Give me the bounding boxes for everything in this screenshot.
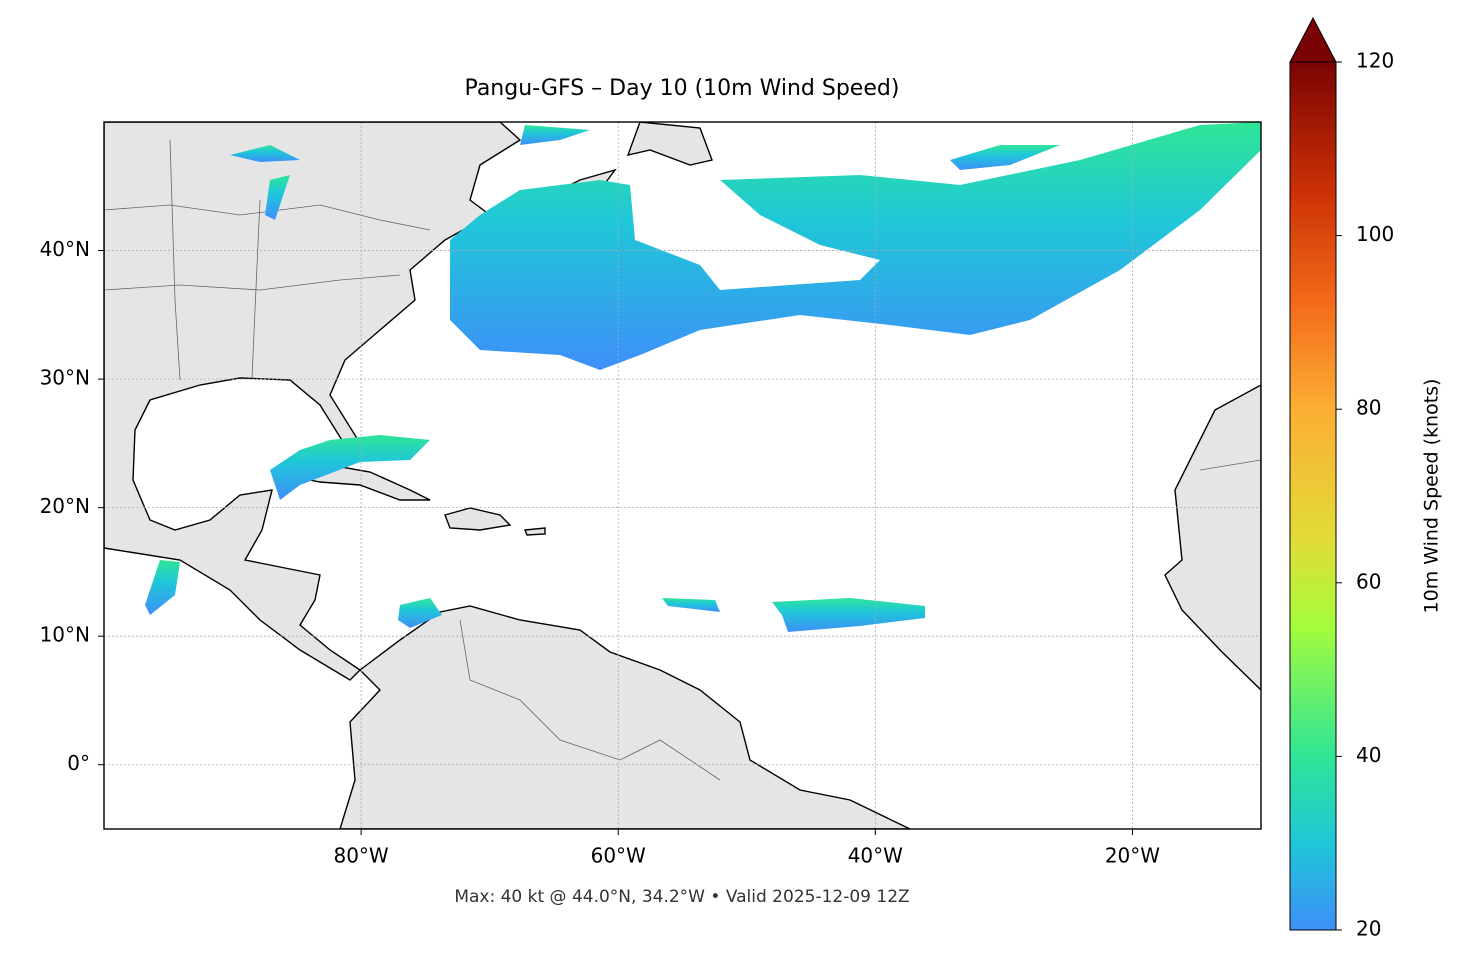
- wind-region: [270, 435, 430, 500]
- wind-region: [662, 598, 720, 612]
- south-america: [339, 605, 911, 829]
- wind-region: [398, 598, 442, 628]
- x-tick-label: 40°W: [848, 844, 903, 868]
- wind-region: [450, 122, 1261, 370]
- africa: [1164, 384, 1261, 691]
- x-tick-label: 80°W: [333, 844, 388, 868]
- wind-region: [230, 145, 300, 162]
- y-tick-label: 40°N: [40, 237, 90, 261]
- country-borders: [459, 619, 721, 781]
- colorbar-extend: [1289, 16, 1337, 63]
- puerto-rico: [524, 527, 546, 536]
- colorbar-tick-label: 100: [1356, 222, 1394, 246]
- hispaniola: [444, 507, 512, 531]
- wind-region: [520, 125, 590, 145]
- colorbar-tick-label: 60: [1356, 569, 1381, 593]
- x-tick-label: 20°W: [1105, 844, 1160, 868]
- country-borders: [1199, 459, 1261, 471]
- state-borders: [169, 139, 181, 381]
- colorbar-tick-label: 120: [1356, 49, 1394, 73]
- colorbar-tick-label: 20: [1356, 917, 1381, 941]
- state-borders: [104, 274, 401, 291]
- wind-region: [950, 145, 1060, 170]
- x-tick-label: 60°W: [591, 844, 646, 868]
- wind-region: [265, 175, 290, 220]
- wind-region: [145, 560, 180, 615]
- map-title: Pangu-GFS – Day 10 (10m Wind Speed): [465, 76, 900, 101]
- state-borders: [104, 204, 431, 231]
- map-frame: [103, 121, 1262, 830]
- y-tick-label: 0°: [67, 751, 90, 775]
- colorbar: [1289, 61, 1337, 931]
- y-tick-label: 30°N: [40, 366, 90, 390]
- state-borders: [251, 199, 261, 379]
- map-footer: Max: 40 kt @ 44.0°N, 34.2°W • Valid 2025…: [454, 887, 909, 907]
- newfoundland: [626, 122, 713, 166]
- north-america: [104, 122, 522, 681]
- colorbar-tick-label: 40: [1356, 743, 1381, 767]
- map-area: [104, 122, 1261, 829]
- colorbar-label: 10m Wind Speed (knots): [1421, 379, 1443, 614]
- colorbar-tick-label: 80: [1356, 396, 1381, 420]
- y-tick-label: 10°N: [40, 623, 90, 647]
- y-tick-label: 20°N: [40, 494, 90, 518]
- wind-region: [772, 598, 925, 632]
